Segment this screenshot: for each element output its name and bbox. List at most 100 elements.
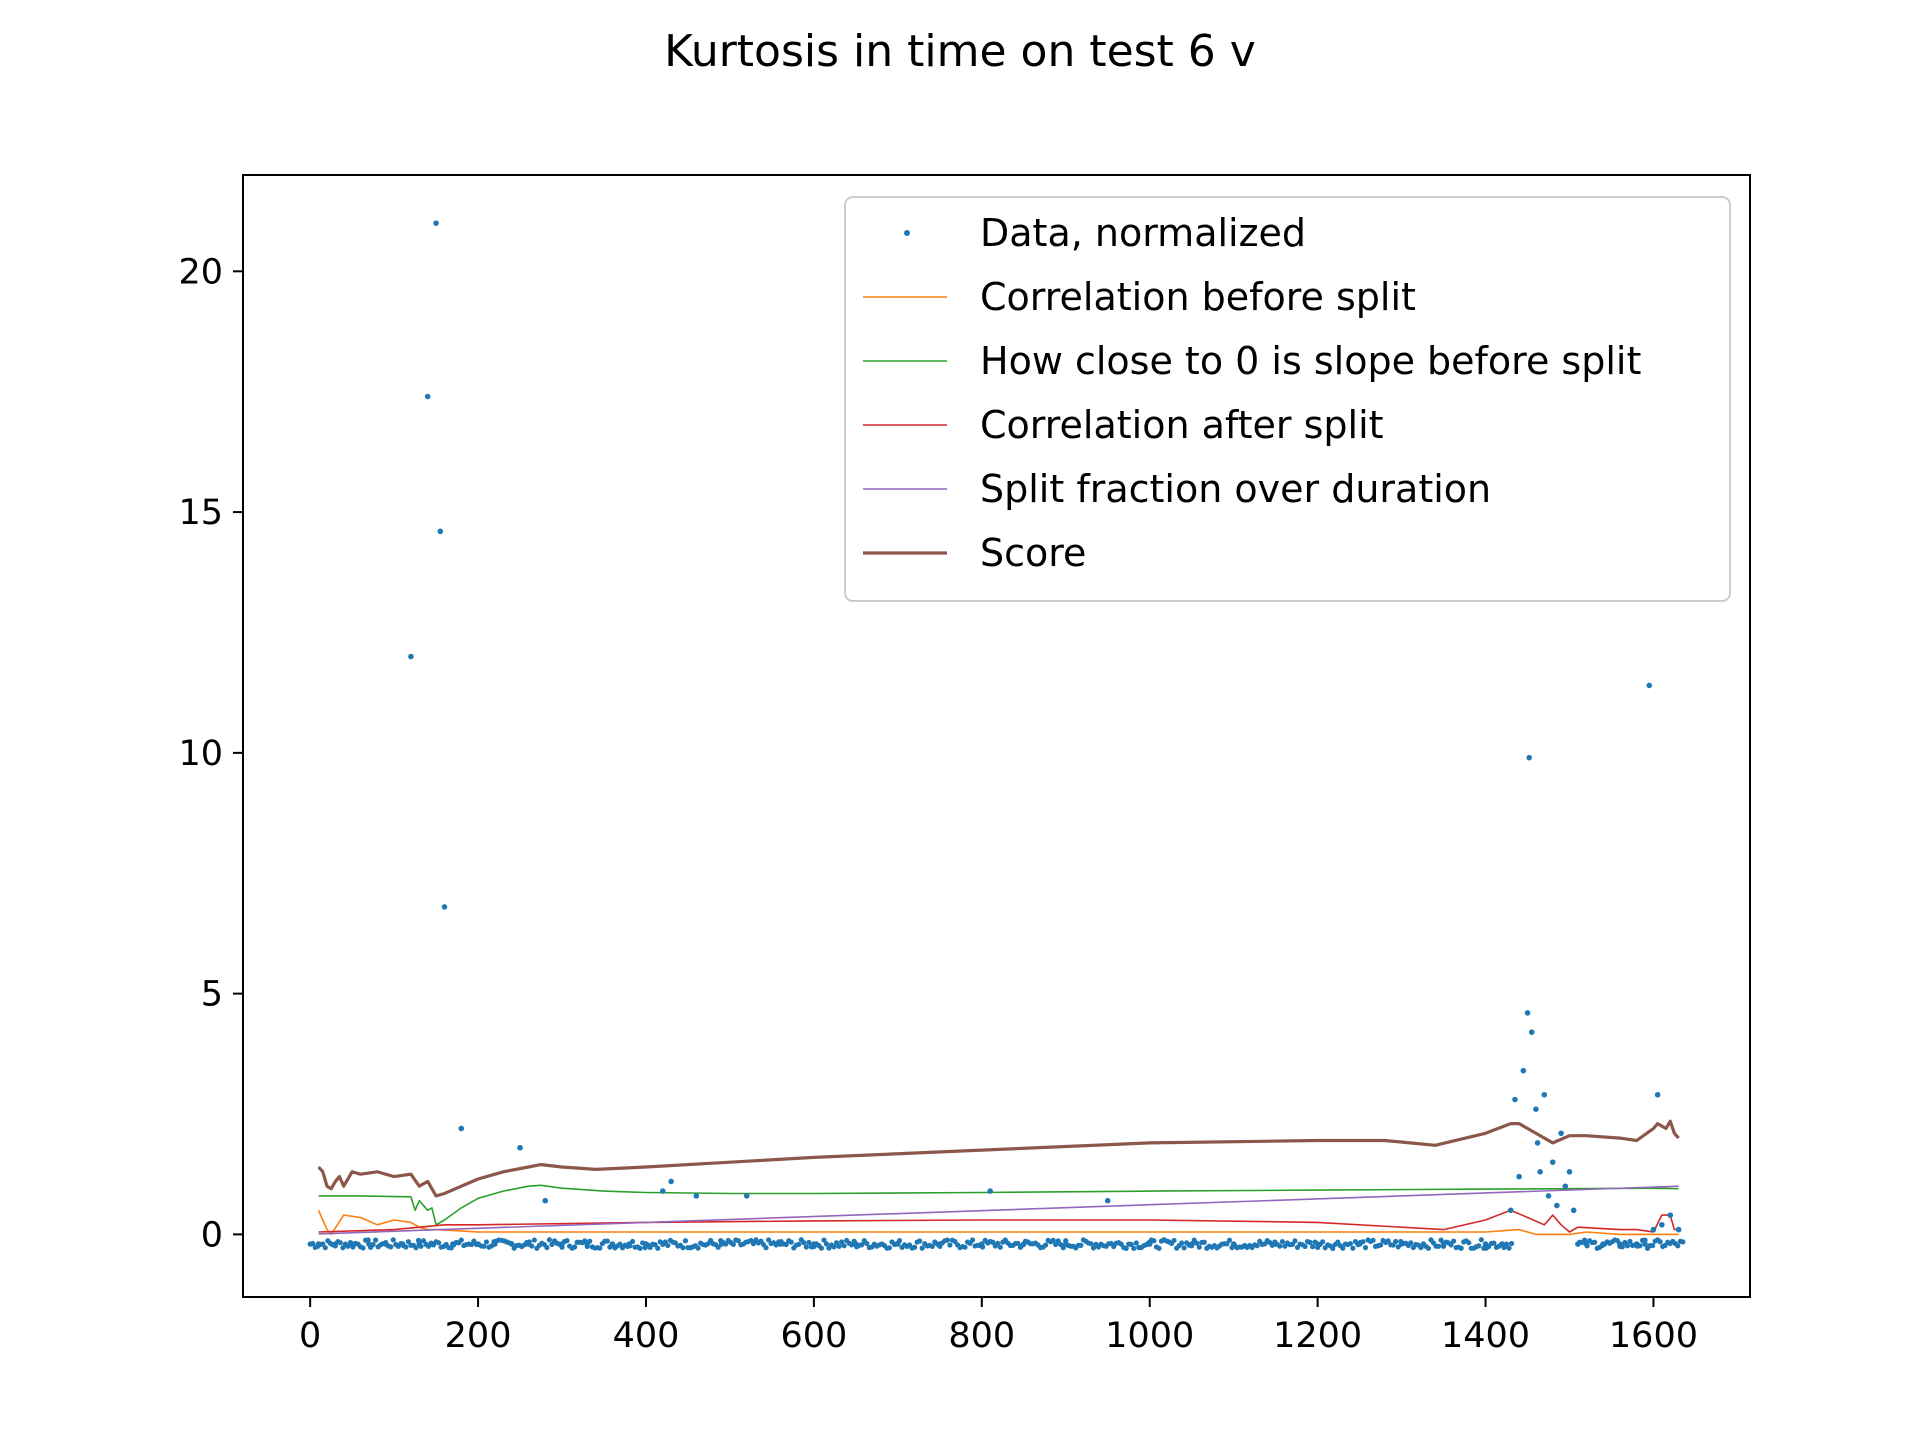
data-point xyxy=(1512,1096,1518,1103)
data-point-baseline xyxy=(803,1244,809,1250)
legend-label: How close to 0 is slope before split xyxy=(980,339,1641,383)
data-point-baseline xyxy=(1043,1242,1049,1248)
data-point xyxy=(475,1241,481,1247)
data-point xyxy=(1499,1241,1506,1247)
data-point-baseline xyxy=(1418,1244,1424,1251)
y-tick-label: 0 xyxy=(201,1215,223,1255)
data-point xyxy=(525,1241,532,1247)
data-point xyxy=(1545,1193,1552,1199)
data-point-baseline xyxy=(801,1240,807,1246)
data-point-baseline xyxy=(1425,1245,1432,1251)
data-point-baseline xyxy=(1171,1237,1177,1244)
data-point xyxy=(349,1241,355,1247)
x-tick-label: 1600 xyxy=(1609,1316,1698,1356)
data-point-baseline xyxy=(1466,1240,1472,1246)
data-point xyxy=(1566,1168,1573,1175)
data-point-baseline xyxy=(1123,1245,1129,1251)
data-point-baseline xyxy=(544,1244,550,1251)
data-point xyxy=(1549,1159,1556,1165)
data-point xyxy=(429,1241,435,1247)
data-point-baseline xyxy=(783,1241,789,1248)
data-point xyxy=(853,1241,859,1247)
axes: 0 200 400 600 800 1000 1200 1400 1600 0 5 10 15 20 xyxy=(178,174,1751,1356)
data-point-baseline xyxy=(695,1245,701,1251)
data-point-baseline xyxy=(917,1238,923,1244)
y-tick-label: 5 xyxy=(201,975,223,1015)
data-point-baseline xyxy=(788,1239,794,1245)
data-point-baseline xyxy=(962,1244,968,1250)
data-point xyxy=(1654,1091,1661,1098)
data-point-baseline xyxy=(405,1239,411,1245)
data-point xyxy=(1650,1226,1657,1233)
x-tick-label: 0 xyxy=(299,1316,321,1356)
data-point-baseline xyxy=(1151,1238,1157,1244)
data-point xyxy=(1398,1241,1405,1247)
data-point xyxy=(743,1193,750,1199)
data-point xyxy=(1507,1207,1514,1214)
data-point-baseline xyxy=(365,1237,371,1243)
data-point xyxy=(542,1197,549,1204)
data-point xyxy=(1440,1241,1447,1247)
data-point-baseline xyxy=(990,1239,996,1245)
x-tick-label: 1000 xyxy=(1105,1316,1194,1356)
data-point-baseline xyxy=(1050,1237,1056,1243)
data-point-baseline xyxy=(849,1242,855,1248)
data-point-baseline xyxy=(1491,1240,1497,1246)
series-line-4 xyxy=(318,1185,1679,1235)
data-point xyxy=(811,1241,817,1247)
data-point xyxy=(1188,1241,1195,1247)
data-point-baseline xyxy=(841,1243,847,1249)
data-point-baseline xyxy=(1675,1243,1681,1249)
data-point-baseline xyxy=(796,1241,802,1247)
data-point-baseline xyxy=(1650,1243,1656,1249)
data-point-baseline xyxy=(1448,1242,1454,1248)
legend-box xyxy=(844,196,1731,602)
data-point-baseline xyxy=(1503,1241,1510,1247)
data-point-baseline xyxy=(1393,1238,1399,1245)
data-point xyxy=(668,1178,674,1185)
data-point-baseline xyxy=(531,1237,537,1243)
data-point xyxy=(1356,1241,1363,1247)
data-point-baseline xyxy=(388,1244,394,1250)
y-tick-label: 10 xyxy=(178,734,223,774)
data-point xyxy=(1104,1197,1111,1204)
data-point-baseline xyxy=(1478,1237,1484,1243)
data-point xyxy=(979,1241,985,1247)
data-point-baseline xyxy=(1506,1245,1512,1251)
data-point-baseline xyxy=(549,1241,555,1248)
data-point-baseline xyxy=(413,1245,419,1251)
data-point xyxy=(366,1241,372,1247)
data-point xyxy=(1646,682,1653,689)
data-point-baseline xyxy=(806,1239,812,1246)
data-point-baseline xyxy=(912,1244,918,1250)
data-point xyxy=(1554,1202,1560,1209)
data-point-baseline xyxy=(1179,1240,1185,1246)
data-point-baseline xyxy=(1128,1241,1134,1247)
data-point xyxy=(895,1241,901,1247)
data-point xyxy=(1230,1241,1237,1247)
data-point xyxy=(458,1125,465,1132)
data-point-baseline xyxy=(320,1241,326,1247)
data-point-baseline xyxy=(1224,1241,1230,1247)
data-point-baseline xyxy=(1055,1238,1061,1244)
data-point xyxy=(718,1241,725,1247)
data-point xyxy=(937,1241,943,1247)
data-point-baseline xyxy=(1476,1243,1482,1249)
data-point-baseline xyxy=(345,1243,351,1249)
data-point xyxy=(1482,1241,1489,1247)
data-point-baseline xyxy=(604,1238,610,1244)
data-point-baseline xyxy=(655,1245,661,1251)
data-point xyxy=(777,1241,784,1247)
data-point xyxy=(1534,1140,1541,1146)
data-point xyxy=(508,1241,515,1247)
data-point xyxy=(1528,1029,1535,1035)
data-point xyxy=(1533,1106,1539,1112)
data-point xyxy=(693,1193,700,1199)
data-point-baseline xyxy=(947,1242,953,1248)
data-point-baseline xyxy=(1377,1242,1384,1248)
data-point xyxy=(315,1241,322,1247)
data-point xyxy=(1020,1241,1027,1247)
data-point-baseline xyxy=(564,1237,570,1244)
data-point xyxy=(1600,1241,1606,1247)
